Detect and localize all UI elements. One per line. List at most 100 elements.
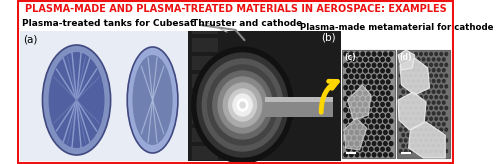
Circle shape [352, 114, 356, 118]
Circle shape [400, 63, 402, 66]
Circle shape [412, 112, 414, 115]
Circle shape [238, 99, 248, 111]
Circle shape [386, 91, 390, 95]
Circle shape [432, 101, 435, 104]
Circle shape [407, 133, 410, 136]
Circle shape [445, 117, 448, 120]
Circle shape [442, 133, 445, 136]
Circle shape [202, 59, 283, 151]
Circle shape [366, 142, 370, 146]
Circle shape [390, 130, 393, 134]
Circle shape [358, 80, 362, 84]
Circle shape [361, 97, 364, 101]
Circle shape [402, 144, 404, 147]
Circle shape [381, 136, 384, 140]
Circle shape [424, 128, 428, 131]
Circle shape [424, 139, 428, 142]
Circle shape [438, 58, 440, 61]
Circle shape [402, 58, 404, 61]
Circle shape [197, 53, 288, 157]
Circle shape [344, 153, 348, 157]
Ellipse shape [42, 45, 110, 155]
Circle shape [412, 101, 414, 104]
Text: (d): (d) [399, 53, 411, 62]
Circle shape [435, 96, 438, 99]
Circle shape [432, 112, 435, 115]
Circle shape [364, 91, 367, 95]
Circle shape [442, 58, 445, 61]
Circle shape [420, 96, 422, 99]
Circle shape [378, 142, 382, 146]
Circle shape [430, 128, 432, 131]
Circle shape [370, 58, 373, 62]
Circle shape [400, 74, 402, 77]
Circle shape [344, 97, 348, 101]
Circle shape [417, 112, 420, 115]
Circle shape [438, 90, 440, 93]
Circle shape [390, 86, 393, 90]
Circle shape [400, 52, 402, 55]
Circle shape [432, 133, 435, 136]
Circle shape [390, 142, 393, 146]
Circle shape [445, 106, 448, 110]
Circle shape [424, 85, 428, 88]
Circle shape [358, 58, 362, 62]
Circle shape [344, 142, 348, 146]
Polygon shape [348, 85, 371, 120]
Circle shape [366, 97, 370, 101]
Circle shape [412, 123, 414, 126]
Circle shape [378, 130, 382, 134]
Circle shape [412, 90, 414, 93]
Circle shape [381, 91, 384, 95]
Bar [192, 128, 218, 142]
Circle shape [440, 106, 442, 110]
Circle shape [404, 96, 407, 99]
Circle shape [390, 119, 393, 123]
Circle shape [445, 128, 448, 131]
Circle shape [410, 52, 412, 55]
Circle shape [404, 52, 407, 55]
Circle shape [404, 117, 407, 120]
Circle shape [404, 74, 407, 77]
Circle shape [240, 102, 245, 108]
Circle shape [390, 153, 393, 157]
Circle shape [410, 63, 412, 66]
Circle shape [407, 90, 410, 93]
Circle shape [361, 63, 364, 67]
Circle shape [384, 63, 387, 67]
Circle shape [438, 101, 440, 104]
Circle shape [352, 91, 356, 95]
Circle shape [372, 119, 376, 123]
Circle shape [378, 108, 382, 112]
Circle shape [372, 97, 376, 101]
Circle shape [381, 80, 384, 84]
Circle shape [352, 80, 356, 84]
Circle shape [366, 52, 370, 56]
Circle shape [346, 80, 350, 84]
Circle shape [356, 108, 359, 112]
Circle shape [438, 133, 440, 136]
Circle shape [410, 74, 412, 77]
Circle shape [422, 58, 425, 61]
Circle shape [386, 114, 390, 118]
Circle shape [420, 63, 422, 66]
Circle shape [440, 139, 442, 142]
Bar [192, 56, 218, 70]
Polygon shape [398, 92, 426, 130]
Ellipse shape [132, 55, 172, 145]
Circle shape [445, 74, 448, 77]
Circle shape [417, 133, 420, 136]
Bar [192, 92, 218, 106]
Text: (c): (c) [344, 53, 356, 62]
Circle shape [417, 58, 420, 61]
Circle shape [364, 69, 367, 73]
Circle shape [400, 85, 402, 88]
Circle shape [224, 83, 262, 127]
Text: PLASMA-MADE AND PLASMA-TREATED MATERIALS IN AEROSPACE: EXAMPLES: PLASMA-MADE AND PLASMA-TREATED MATERIALS… [24, 4, 446, 14]
Circle shape [420, 128, 422, 131]
Circle shape [414, 106, 417, 110]
Circle shape [386, 147, 390, 151]
Circle shape [420, 85, 422, 88]
Circle shape [344, 108, 348, 112]
Circle shape [438, 80, 440, 82]
